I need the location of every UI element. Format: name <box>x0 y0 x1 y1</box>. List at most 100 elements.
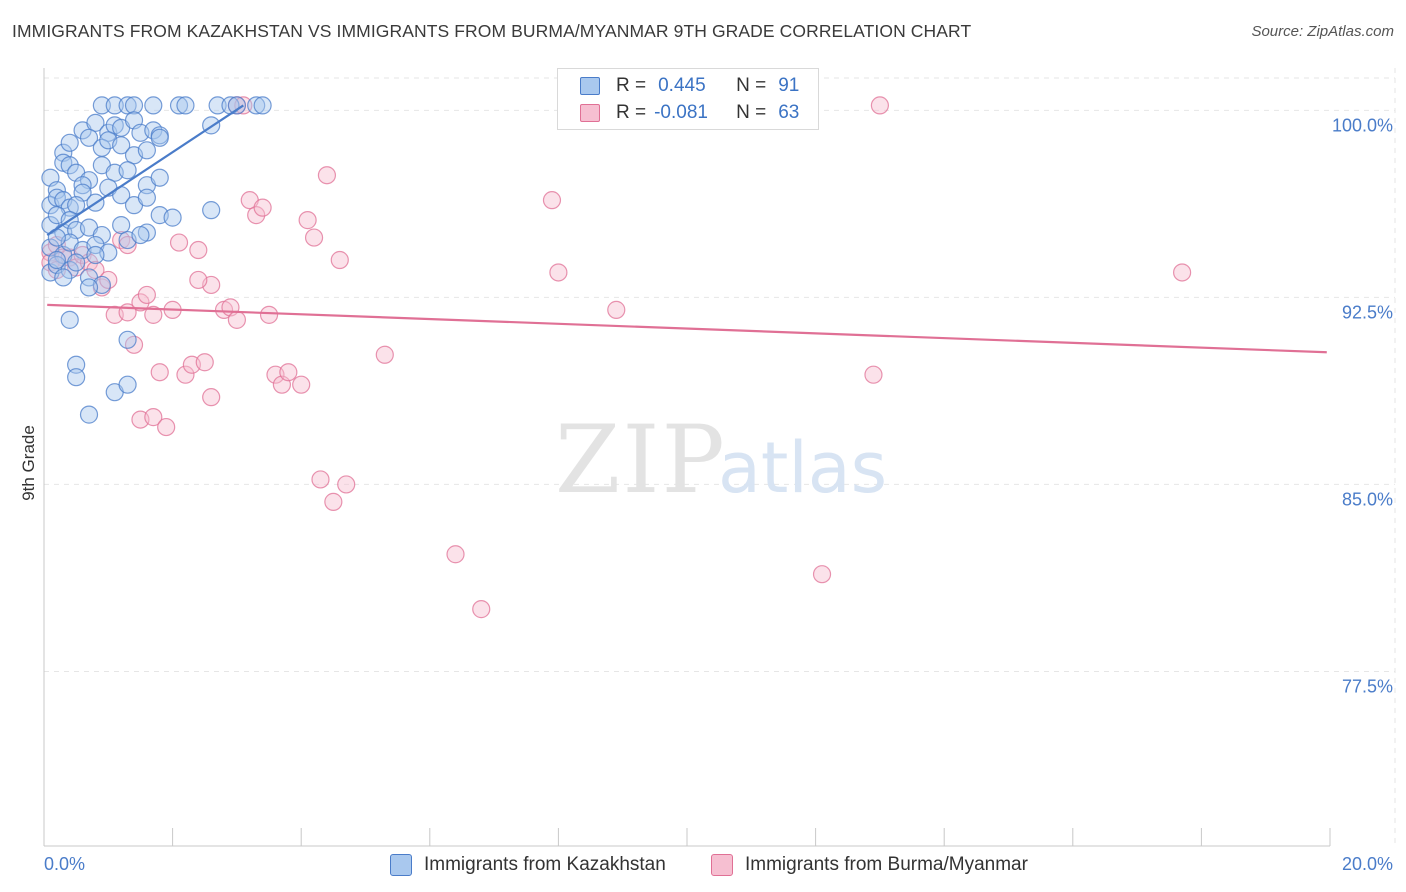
data-point <box>253 198 272 217</box>
data-point <box>253 96 272 115</box>
data-point <box>79 128 99 147</box>
bottom-legend-kazakhstan: Immigrants from Kazakhstan <box>390 852 666 878</box>
data-point <box>304 228 324 247</box>
legend-r-value: 0.445 <box>658 75 706 96</box>
data-point <box>202 388 221 407</box>
correlation-legend: R = 0.445 N = 91 R = -0.081 N = 63 <box>557 68 819 130</box>
x-tick-label: 0.0% <box>44 854 85 874</box>
trend-line-pink <box>47 303 1327 354</box>
source-label: Source: ZipAtlas.com <box>1251 23 1394 40</box>
data-point <box>292 375 311 394</box>
legend-row-burma: R = -0.081 N = 63 <box>580 101 799 125</box>
bottom-legend-label: Immigrants from Burma/Myanmar <box>745 854 1028 875</box>
data-point <box>1173 263 1192 282</box>
data-point <box>54 268 73 287</box>
data-point <box>189 270 208 290</box>
data-point <box>324 492 343 511</box>
data-point <box>118 96 137 115</box>
data-point <box>60 260 79 280</box>
data-point <box>150 168 169 187</box>
data-point <box>157 417 176 437</box>
data-point <box>67 253 86 272</box>
y-tick-label: 92.5% <box>1342 302 1393 322</box>
legend-n-value: 91 <box>778 75 800 96</box>
data-point <box>92 225 111 245</box>
data-point <box>176 96 195 115</box>
data-point <box>208 96 227 115</box>
data-point <box>131 225 150 245</box>
data-point <box>227 310 246 329</box>
data-point <box>73 245 92 265</box>
data-point <box>118 375 137 394</box>
data-point <box>311 470 330 489</box>
data-point <box>67 368 86 387</box>
y-tick-label: 100.0% <box>1332 115 1393 135</box>
data-point <box>812 565 832 584</box>
data-point <box>112 215 131 235</box>
data-point <box>67 355 86 374</box>
data-point <box>549 263 568 282</box>
data-point <box>124 96 144 115</box>
x-tick-label: 20.0% <box>1342 854 1393 874</box>
data-point <box>137 188 156 207</box>
data-point <box>47 250 66 270</box>
data-point <box>144 408 163 427</box>
data-point <box>150 128 169 147</box>
data-point <box>195 353 214 372</box>
legend-swatch-blue <box>580 77 600 95</box>
watermark-zip: ZIP <box>555 406 727 515</box>
chart-title: IMMIGRANTS FROM KAZAKHSTAN VS IMMIGRANTS… <box>12 21 972 41</box>
watermark-atlas: atlas <box>718 427 887 509</box>
series-kazakhstan-points <box>41 96 272 424</box>
data-point <box>79 278 99 297</box>
bottom-legend-burma: Immigrants from Burma/Myanmar <box>711 852 1028 878</box>
data-point <box>131 293 150 312</box>
data-point <box>144 305 163 324</box>
data-point <box>86 113 105 132</box>
bottom-legend-swatch-blue <box>390 854 412 876</box>
data-point <box>176 365 195 384</box>
data-point <box>337 475 356 494</box>
data-point <box>227 96 246 115</box>
data-point <box>870 96 890 115</box>
data-point <box>607 300 626 319</box>
y-tick-label: 85.0% <box>1342 489 1393 509</box>
data-point <box>298 211 317 230</box>
data-point <box>105 96 124 115</box>
data-point <box>317 166 337 185</box>
data-point <box>137 141 156 160</box>
data-point <box>86 260 105 280</box>
legend-r-value: -0.081 <box>654 102 708 123</box>
legend-r-label: R = <box>616 75 647 96</box>
data-point <box>73 176 92 195</box>
data-point <box>92 96 111 115</box>
trend-lines <box>46 104 1327 354</box>
data-point <box>542 191 562 210</box>
legend-n-label: N = <box>736 102 767 123</box>
legend-n-value: 63 <box>778 102 800 123</box>
series-burma-points <box>41 96 1192 619</box>
bottom-legend-label: Immigrants from Kazakhstan <box>424 854 666 875</box>
y-axis-label: 9th Grade <box>19 425 38 501</box>
data-point <box>60 133 79 152</box>
data-point <box>60 310 79 329</box>
data-point <box>330 250 349 270</box>
data-point <box>375 345 394 364</box>
data-point <box>202 201 221 220</box>
data-point <box>144 96 163 115</box>
data-point <box>247 96 266 115</box>
legend-swatch-pink <box>580 104 600 122</box>
tick-labels: 77.5% 85.0% 92.5% 100.0% 0.0% 20.0% <box>44 115 1393 874</box>
data-point <box>150 363 169 382</box>
data-point <box>118 235 137 255</box>
data-point <box>472 600 491 619</box>
axes <box>43 68 1331 847</box>
watermark: ZIP atlas <box>555 406 887 515</box>
data-point <box>67 196 86 215</box>
data-point <box>279 363 298 382</box>
data-point <box>446 545 465 564</box>
legend-row-kazakhstan: R = 0.445 N = 91 <box>580 74 799 98</box>
data-point <box>118 161 137 180</box>
trend-line-blue <box>46 104 244 236</box>
data-point <box>864 365 883 384</box>
